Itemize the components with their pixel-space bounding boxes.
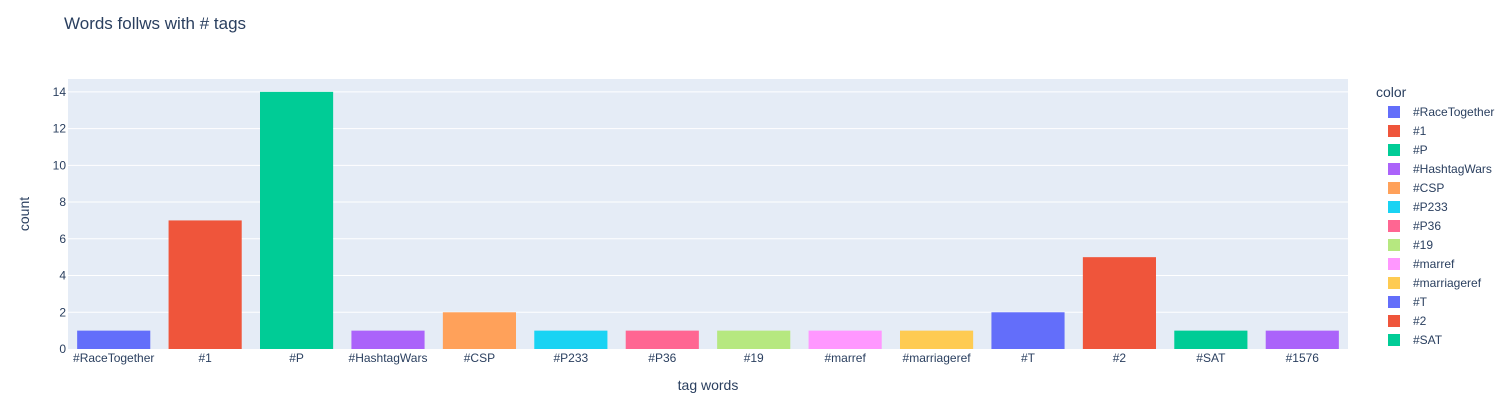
legend-item[interactable]: #P36 [1388, 219, 1441, 233]
legend-swatch [1388, 258, 1400, 270]
legend-label: #P [1413, 143, 1428, 157]
y-tick-label: 2 [59, 305, 66, 319]
legend-item[interactable]: #marriageref [1388, 276, 1482, 290]
bar [1174, 330, 1248, 349]
x-tick-label: #SAT [1196, 351, 1226, 365]
bar [534, 330, 608, 349]
legend-swatch [1388, 144, 1400, 156]
legend-label: #SAT [1413, 333, 1443, 347]
legend-label: #P36 [1413, 219, 1441, 233]
legend-swatch [1388, 296, 1400, 308]
legend-item[interactable]: #19 [1388, 238, 1433, 252]
legend-swatch [1388, 182, 1400, 194]
legend-item[interactable]: #SAT [1388, 333, 1443, 347]
bar [442, 312, 516, 349]
legend-label: #HashtagWars [1413, 162, 1492, 176]
x-axis-title: tag words [678, 377, 739, 393]
y-tick-label: 10 [53, 158, 67, 172]
bars [77, 91, 1339, 349]
legend-label: #T [1413, 295, 1428, 309]
legend-item[interactable]: #T [1388, 295, 1428, 309]
legend-label: #P233 [1413, 200, 1448, 214]
y-tick-label: 4 [59, 269, 66, 283]
bar [77, 330, 151, 349]
legend-label: #RaceTogether [1413, 105, 1494, 119]
legend-swatch [1388, 201, 1400, 213]
bar [625, 330, 699, 349]
bar [168, 220, 242, 349]
x-tick-label: #HashtagWars [349, 351, 428, 365]
y-axis-title: count [16, 197, 32, 231]
x-tick-label: #1 [198, 351, 212, 365]
chart-title: Words follws with # tags [64, 14, 246, 33]
legend-item[interactable]: #P [1388, 143, 1428, 157]
legend-item[interactable]: #2 [1388, 314, 1427, 328]
legend-item[interactable]: #RaceTogether [1388, 105, 1494, 119]
x-tick-label: #1576 [1286, 351, 1320, 365]
legend-label: #1 [1413, 124, 1427, 138]
legend-label: #marriageref [1413, 276, 1482, 290]
legend-swatch [1388, 277, 1400, 289]
legend-title: color [1376, 84, 1407, 100]
y-tick-label: 0 [59, 342, 66, 356]
x-tick-label: #P36 [648, 351, 676, 365]
legend-item[interactable]: #HashtagWars [1388, 162, 1492, 176]
legend-swatch [1388, 125, 1400, 137]
legend-label: #CSP [1413, 181, 1444, 195]
x-tick-label: #CSP [464, 351, 495, 365]
legend-item[interactable]: #CSP [1388, 181, 1444, 195]
bar [1265, 330, 1339, 349]
x-tick-label: #T [1021, 351, 1036, 365]
legend-label: #marref [1413, 257, 1455, 271]
legend-swatch [1388, 163, 1400, 175]
y-tick-label: 14 [53, 85, 67, 99]
x-tick-label: #2 [1113, 351, 1127, 365]
x-axis-ticks: #RaceTogether #1 #P #HashtagWars #CSP #P233 #P… [73, 351, 1319, 365]
legend-item[interactable]: #1 [1388, 124, 1427, 138]
legend-label: #19 [1413, 238, 1433, 252]
x-tick-label: #RaceTogether [73, 351, 154, 365]
legend-item[interactable]: #P233 [1388, 200, 1448, 214]
bar [808, 330, 882, 349]
bar [260, 91, 334, 349]
legend-swatch [1388, 239, 1400, 251]
y-tick-label: 8 [59, 195, 66, 209]
legend-swatch [1388, 315, 1400, 327]
y-tick-label: 12 [53, 122, 67, 136]
bar [1082, 257, 1156, 349]
x-tick-label: #P [289, 351, 304, 365]
bar [900, 330, 974, 349]
legend-item[interactable]: #marref [1388, 257, 1455, 271]
bar [991, 312, 1065, 349]
legend-swatch [1388, 106, 1400, 118]
legend: color #RaceTogether #1 #P #HashtagWars #CSP #… [1376, 84, 1494, 347]
legend-label: #2 [1413, 314, 1427, 328]
legend-swatch [1388, 334, 1400, 346]
x-tick-label: #19 [744, 351, 764, 365]
x-tick-label: #marriageref [903, 351, 972, 365]
legend-swatch [1388, 220, 1400, 232]
bar [717, 330, 791, 349]
x-tick-label: #marref [824, 351, 866, 365]
bar [351, 330, 425, 349]
x-tick-label: #P233 [554, 351, 589, 365]
y-axis-ticks: 0 2 4 6 8 10 12 14 [53, 85, 67, 356]
y-tick-label: 6 [59, 232, 66, 246]
